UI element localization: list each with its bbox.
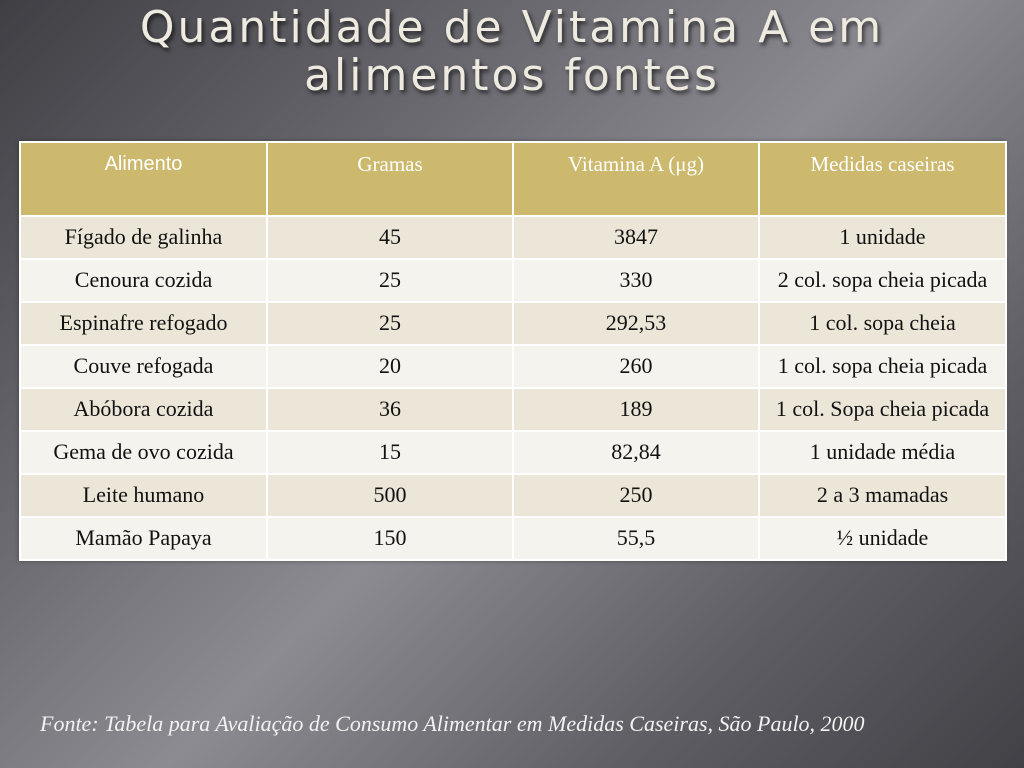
cell-medidas: 1 unidade média xyxy=(758,430,1007,475)
table-row: Leite humano 500 250 2 a 3 mamadas xyxy=(19,473,1007,518)
vitamin-a-table-container: Alimento Gramas Vitamina A (μg) Medidas … xyxy=(19,141,1007,561)
header-alimento: Alimento xyxy=(19,141,268,217)
cell-gramas: 25 xyxy=(266,258,514,303)
cell-vitamina-a: 260 xyxy=(512,344,760,389)
cell-gramas: 150 xyxy=(266,516,514,561)
cell-alimento: Leite humano xyxy=(19,473,268,518)
vitamin-a-table: Alimento Gramas Vitamina A (μg) Medidas … xyxy=(19,141,1007,561)
cell-alimento: Espinafre refogado xyxy=(19,301,268,346)
slide-title: Quantidade de Vitamina A em alimentos fo… xyxy=(0,4,1024,100)
header-gramas: Gramas xyxy=(266,141,514,217)
cell-alimento: Abóbora cozida xyxy=(19,387,268,432)
cell-gramas: 45 xyxy=(266,215,514,260)
cell-vitamina-a: 82,84 xyxy=(512,430,760,475)
cell-medidas: 1 col. sopa cheia picada xyxy=(758,344,1007,389)
cell-medidas: 1 col. sopa cheia xyxy=(758,301,1007,346)
table-row: Fígado de galinha 45 3847 1 unidade xyxy=(19,215,1007,260)
cell-vitamina-a: 189 xyxy=(512,387,760,432)
cell-gramas: 500 xyxy=(266,473,514,518)
table-row: Mamão Papaya 150 55,5 ½ unidade xyxy=(19,516,1007,561)
title-line-1: Quantidade de Vitamina A em xyxy=(139,2,885,53)
title-line-2: alimentos fontes xyxy=(304,50,720,101)
cell-medidas: 2 col. sopa cheia picada xyxy=(758,258,1007,303)
table-row: Gema de ovo cozida 15 82,84 1 unidade mé… xyxy=(19,430,1007,475)
cell-vitamina-a: 330 xyxy=(512,258,760,303)
cell-gramas: 25 xyxy=(266,301,514,346)
cell-alimento: Gema de ovo cozida xyxy=(19,430,268,475)
cell-vitamina-a: 3847 xyxy=(512,215,760,260)
cell-medidas: 2 a 3 mamadas xyxy=(758,473,1007,518)
cell-medidas: 1 unidade xyxy=(758,215,1007,260)
header-vitamina-a: Vitamina A (μg) xyxy=(512,141,760,217)
table-row: Couve refogada 20 260 1 col. sopa cheia … xyxy=(19,344,1007,389)
table-header-row: Alimento Gramas Vitamina A (μg) Medidas … xyxy=(19,141,1007,217)
cell-gramas: 15 xyxy=(266,430,514,475)
cell-gramas: 20 xyxy=(266,344,514,389)
cell-medidas: 1 col. Sopa cheia picada xyxy=(758,387,1007,432)
cell-vitamina-a: 292,53 xyxy=(512,301,760,346)
source-citation: Fonte: Tabela para Avaliação de Consumo … xyxy=(40,711,865,736)
cell-vitamina-a: 250 xyxy=(512,473,760,518)
table-row: Abóbora cozida 36 189 1 col. Sopa cheia … xyxy=(19,387,1007,432)
cell-gramas: 36 xyxy=(266,387,514,432)
cell-medidas: ½ unidade xyxy=(758,516,1007,561)
cell-alimento: Couve refogada xyxy=(19,344,268,389)
cell-alimento: Fígado de galinha xyxy=(19,215,268,260)
cell-alimento: Mamão Papaya xyxy=(19,516,268,561)
table-row: Cenoura cozida 25 330 2 col. sopa cheia … xyxy=(19,258,1007,303)
cell-alimento: Cenoura cozida xyxy=(19,258,268,303)
cell-vitamina-a: 55,5 xyxy=(512,516,760,561)
header-medidas-caseiras: Medidas caseiras xyxy=(758,141,1007,217)
table-row: Espinafre refogado 25 292,53 1 col. sopa… xyxy=(19,301,1007,346)
